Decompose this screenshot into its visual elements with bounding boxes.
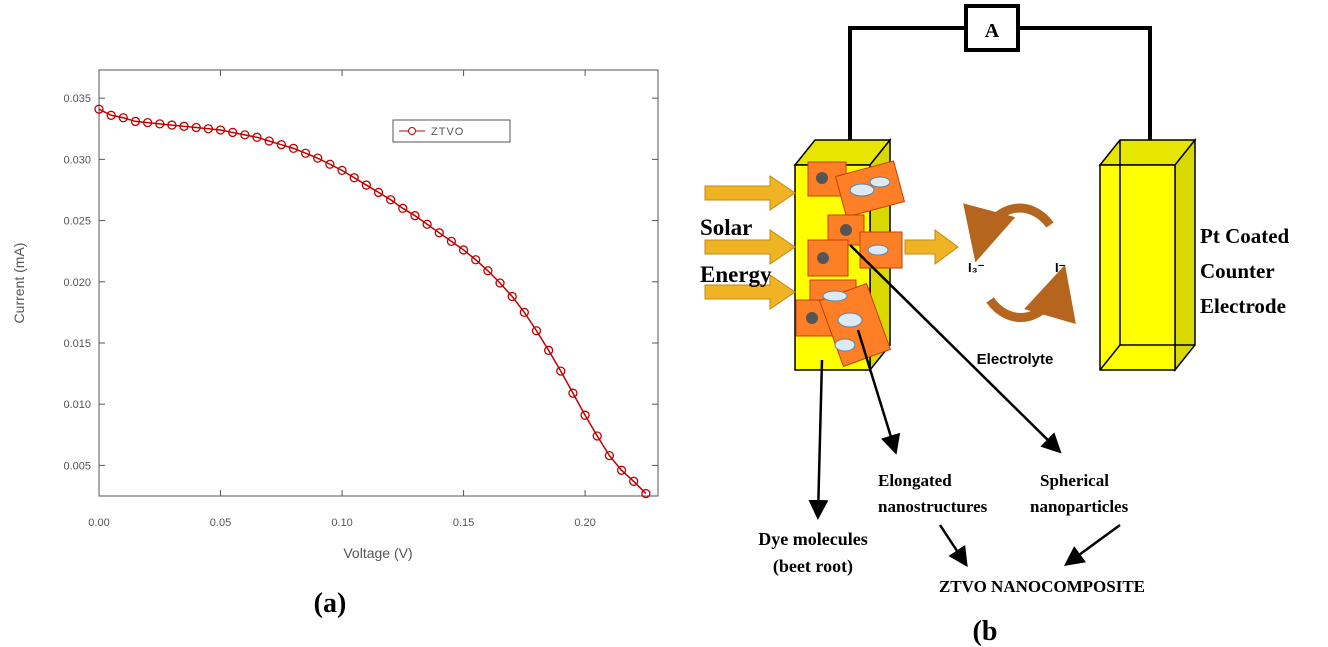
counter-label: Pt Coated: [1200, 224, 1290, 248]
electrolyte-label: Electrolyte: [977, 351, 1054, 368]
elongated-label: nanostructures: [878, 497, 988, 516]
dye-label: Dye molecules: [758, 529, 867, 549]
x-tick-label: 0.05: [210, 517, 231, 529]
chart: Voltage (V) Current (mA) 0.00 0.05 0.10 0.1…: [11, 70, 658, 561]
y-tick-label: 0.010: [63, 399, 91, 411]
x-tick-label: 0.20: [574, 517, 595, 529]
y-axis-title: Current (mA): [11, 243, 27, 324]
spherical-label: Spherical: [1040, 471, 1109, 490]
diagram: A Solar: [700, 6, 1290, 596]
dye-label: (beet root): [773, 556, 853, 577]
x-axis-title: Voltage (V): [343, 545, 412, 561]
spherical-label: nanoparticles: [1030, 497, 1129, 516]
counter-label: Electrode: [1200, 294, 1286, 318]
solar-label: Energy: [700, 262, 772, 287]
panel-label: (b: [973, 616, 998, 647]
ion-label: I⁻: [1055, 260, 1066, 275]
y-tick-label: 0.035: [63, 93, 91, 105]
y-tick-label: 0.005: [63, 460, 91, 472]
x-tick-label: 0.00: [88, 517, 109, 529]
redox-cycle: [980, 208, 1060, 317]
legend-marker: [409, 128, 416, 135]
ion-label: I₃⁻: [968, 260, 985, 275]
counter-label: Counter: [1200, 259, 1275, 283]
panel-label: (a): [314, 588, 347, 619]
solar-label: Solar: [700, 215, 752, 240]
product-label: ZTVO NANOCOMPOSITE: [939, 577, 1145, 596]
figure: Voltage (V) Current (mA) 0.00 0.05 0.10 0.1…: [0, 0, 1328, 647]
x-tick-label: 0.15: [453, 517, 474, 529]
y-tick-label: 0.020: [63, 277, 91, 289]
ammeter-label: A: [985, 20, 1000, 42]
y-tick-label: 0.030: [63, 154, 91, 166]
plot-frame: [99, 70, 658, 496]
x-tick-label: 0.10: [331, 517, 352, 529]
elongated-label: Elongated: [878, 471, 952, 490]
page: Voltage (V) Current (mA) 0.00 0.05 0.10 0.1…: [0, 0, 1328, 647]
legend-label: ZTVO: [431, 126, 464, 138]
data-line: [99, 109, 646, 493]
y-tick-label: 0.025: [63, 216, 91, 228]
y-tick-label: 0.015: [63, 338, 91, 350]
counter-electrode: [1100, 140, 1195, 370]
